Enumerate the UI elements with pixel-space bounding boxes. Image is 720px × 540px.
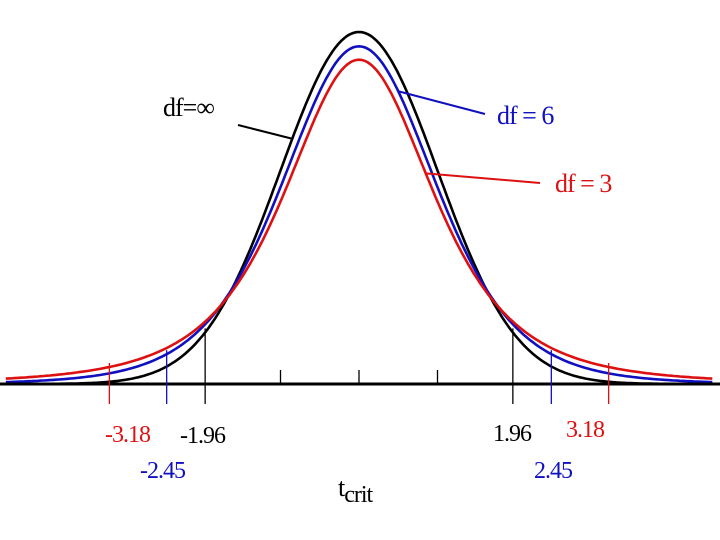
curve-series-0: [5, 30, 713, 386]
crit-label-df3-left: -3.18: [105, 422, 151, 448]
legend-callouts-layer: [237, 90, 541, 184]
x-axis-label: tcrit: [338, 473, 374, 508]
legend-callout-0: [237, 124, 293, 140]
curve-series-1: [5, 44, 713, 384]
curve-series-2: [5, 58, 713, 380]
crit-label-df3-right: 3.18: [566, 417, 605, 443]
legend-df-inf: df=∞: [163, 93, 214, 122]
critical-lines-layer: [108, 328, 610, 404]
axis-layer: [0, 370, 720, 386]
curves-layer: [5, 30, 713, 386]
legend-df-6: df = 6: [497, 101, 554, 130]
crit-label-dfinf-left: -1.96: [180, 423, 226, 449]
crit-label-df6-right: 2.45: [534, 458, 573, 484]
legend-df-3: df = 3: [555, 169, 611, 198]
legend-callout-2: [425, 172, 541, 184]
x-axis-label-subscript: crit: [344, 482, 373, 508]
x-axis-label-main: t: [338, 473, 346, 502]
crit-label-dfinf-right: 1.96: [493, 421, 532, 447]
legend-callout-1: [397, 90, 486, 115]
crit-label-df6-left: -2.45: [140, 458, 186, 484]
